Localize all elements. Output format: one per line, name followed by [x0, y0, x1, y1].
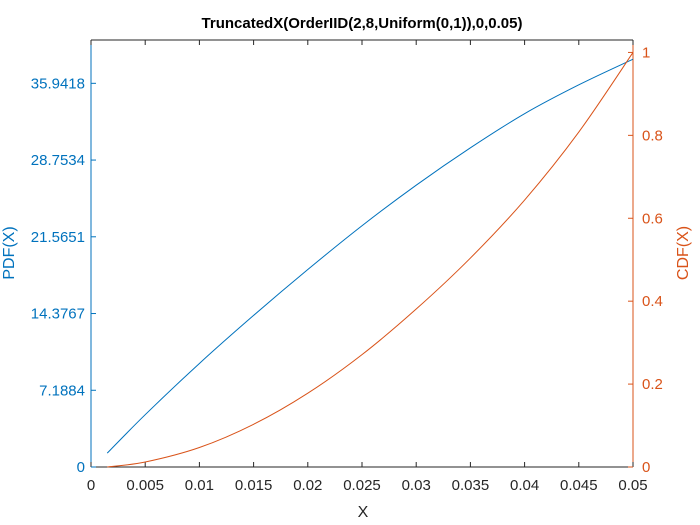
- pdf-series-line: [106, 58, 634, 454]
- x-tick-label: 0.045: [560, 477, 598, 494]
- y-right-tick-label: 0.6: [642, 210, 663, 227]
- x-tick-label: 0: [87, 477, 95, 494]
- x-tick-label: 0.03: [402, 477, 431, 494]
- x-tick-label: 0.035: [452, 477, 490, 494]
- x-tick-label: 0.025: [343, 477, 381, 494]
- x-tick-label: 0.005: [126, 477, 164, 494]
- y-left-tick-label: 0: [77, 459, 85, 476]
- x-tick-label: 0.02: [293, 477, 322, 494]
- y-left-tick-label: 7.1884: [39, 382, 85, 399]
- x-tick-label: 0.04: [510, 477, 539, 494]
- y-axis-left-label: PDF(X): [1, 226, 18, 279]
- x-axis-label: X: [358, 504, 369, 521]
- y-left-tick-label: 35.9418: [31, 75, 85, 92]
- y-left-tick-label: 28.7534: [31, 152, 85, 169]
- y-right-tick-label: 0.2: [642, 376, 663, 393]
- y-left-tick-label: 21.5651: [31, 229, 85, 246]
- y-right-tick-label: 1: [642, 44, 650, 61]
- x-tick-label: 0.05: [618, 477, 647, 494]
- y-axis-right-label: CDF(X): [675, 226, 692, 280]
- plot-area: 0 0.005 0.01 0.015 0.02 0.025 0.03 0.035 0.04 0.0…: [31, 39, 663, 494]
- chart-title: TruncatedX(OrderIID(2,8,Uniform(0,1)),0,…: [202, 15, 523, 32]
- x-tick-label: 0.01: [185, 477, 214, 494]
- y-left-tick-label: 14.3767: [31, 306, 85, 323]
- y-right-tick-label: 0: [642, 459, 650, 476]
- x-tick-label: 0.015: [235, 477, 273, 494]
- y-right-tick-label: 0.4: [642, 293, 663, 310]
- cdf-series-line: [107, 52, 634, 468]
- y-right-tick-label: 0.8: [642, 127, 663, 144]
